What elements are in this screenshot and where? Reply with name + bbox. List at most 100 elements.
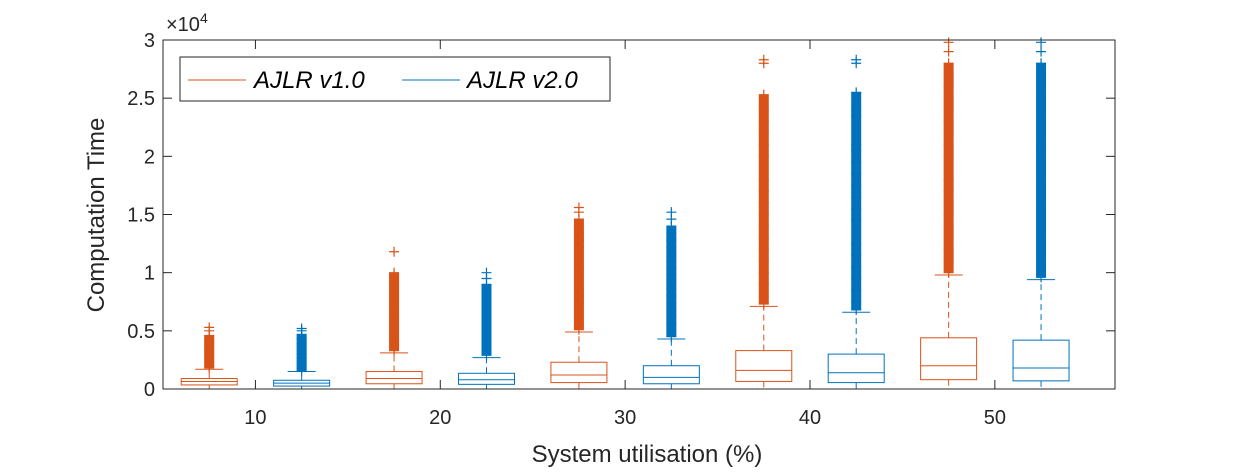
box-1-4 xyxy=(1012,37,1070,390)
x-tick-label: 40 xyxy=(799,407,821,429)
outlier-marker xyxy=(389,246,400,257)
outlier-marker xyxy=(943,58,954,69)
outlier-marker xyxy=(389,267,400,278)
outlier-marker xyxy=(943,81,954,92)
box-1-0 xyxy=(273,323,331,390)
outlier-marker xyxy=(1036,104,1047,115)
outlier-marker xyxy=(1036,93,1047,104)
iqr-box xyxy=(1012,339,1070,382)
y-axis-title: Computation Time xyxy=(83,118,110,313)
outlier-marker xyxy=(1036,157,1047,168)
outlier-marker xyxy=(943,69,954,80)
outlier-marker xyxy=(1036,226,1047,237)
y-tick-label: 0.5 xyxy=(127,321,155,343)
outlier-marker xyxy=(573,202,584,213)
legend-label-ajlr-v2: AJLR v2.0 xyxy=(465,67,578,94)
box-1-3 xyxy=(827,54,885,390)
outlier-marker xyxy=(943,162,954,173)
outlier-marker xyxy=(943,174,954,185)
outlier-marker xyxy=(943,256,954,267)
outlier-marker xyxy=(758,89,769,100)
outlier-marker xyxy=(943,104,954,115)
y-tick-label: 2 xyxy=(144,146,155,168)
y-axis-exponent-power: 4 xyxy=(200,10,208,26)
outlier-marker xyxy=(943,244,954,255)
outlier-marker xyxy=(758,221,769,232)
x-tick-label: 10 xyxy=(244,407,266,429)
box-1-1 xyxy=(457,267,515,390)
outlier-marker xyxy=(481,267,492,278)
outlier-marker xyxy=(758,116,769,127)
outlier-marker xyxy=(666,207,677,218)
outlier-marker xyxy=(943,197,954,208)
outlier-marker xyxy=(943,128,954,139)
outlier-marker xyxy=(1036,139,1047,150)
outlier-marker xyxy=(758,197,769,208)
outlier-marker xyxy=(1036,168,1047,179)
outlier-marker xyxy=(1036,215,1047,226)
outlier-marker xyxy=(1036,250,1047,261)
outlier-marker xyxy=(758,290,769,301)
outlier-marker xyxy=(1036,203,1047,214)
iqr-box xyxy=(827,353,885,384)
outlier-marker xyxy=(851,238,862,249)
outlier-marker xyxy=(758,174,769,185)
x-tick-label: 20 xyxy=(429,407,451,429)
outlier-marker xyxy=(1036,69,1047,80)
iqr-box xyxy=(365,371,423,385)
y-axis-ticks: 0 0.5 1 1.5 2 2.5 3 xyxy=(127,30,1115,401)
y-tick-label: 2.5 xyxy=(127,88,155,110)
y-axis-exponent-label: ×104 xyxy=(166,10,208,36)
outlier-marker xyxy=(758,104,769,115)
legend: AJLR v1.0 AJLR v2.0 xyxy=(179,56,611,102)
iqr-box xyxy=(735,350,793,382)
box-group xyxy=(180,37,1070,390)
outlier-marker xyxy=(758,267,769,278)
outlier-marker xyxy=(758,186,769,197)
outlier-marker xyxy=(1036,58,1047,69)
outlier-marker xyxy=(943,37,954,48)
box-0-0 xyxy=(180,322,238,390)
outlier-marker xyxy=(851,285,862,296)
outlier-marker xyxy=(943,93,954,104)
y-tick-label: 1 xyxy=(144,263,155,285)
outlier-marker xyxy=(1036,81,1047,92)
box-0-3 xyxy=(735,54,793,390)
outlier-marker xyxy=(758,139,769,150)
y-tick-label: 3 xyxy=(144,30,155,52)
outlier-marker xyxy=(758,162,769,173)
outlier-marker xyxy=(851,215,862,226)
outlier-marker xyxy=(851,168,862,179)
outlier-marker xyxy=(758,128,769,139)
outlier-marker xyxy=(851,54,862,65)
x-axis-title: System utilisation (%) xyxy=(532,441,763,468)
outlier-marker xyxy=(758,256,769,267)
iqr-box xyxy=(550,361,608,384)
outlier-marker xyxy=(758,151,769,162)
outlier-marker xyxy=(943,267,954,278)
outlier-marker xyxy=(851,139,862,150)
iqr-box xyxy=(457,372,515,385)
legend-box xyxy=(179,56,611,102)
outlier-marker xyxy=(851,261,862,272)
y-tick-label: 0 xyxy=(144,379,155,401)
iqr-box xyxy=(642,365,700,385)
outlier-marker xyxy=(943,139,954,150)
outlier-marker xyxy=(851,250,862,261)
outlier-marker xyxy=(1036,272,1047,283)
outlier-marker xyxy=(758,54,769,65)
outlier-marker xyxy=(943,151,954,162)
outlier-marker xyxy=(943,221,954,232)
outlier-marker xyxy=(1036,128,1047,139)
outlier-marker xyxy=(851,157,862,168)
outlier-marker xyxy=(758,244,769,255)
outlier-marker xyxy=(1036,261,1047,272)
legend-label-ajlr-v1: AJLR v1.0 xyxy=(252,67,365,94)
outlier-marker xyxy=(296,323,307,334)
box-0-1 xyxy=(365,246,423,390)
outlier-marker xyxy=(851,273,862,284)
outlier-marker xyxy=(851,203,862,214)
outlier-marker xyxy=(943,232,954,243)
